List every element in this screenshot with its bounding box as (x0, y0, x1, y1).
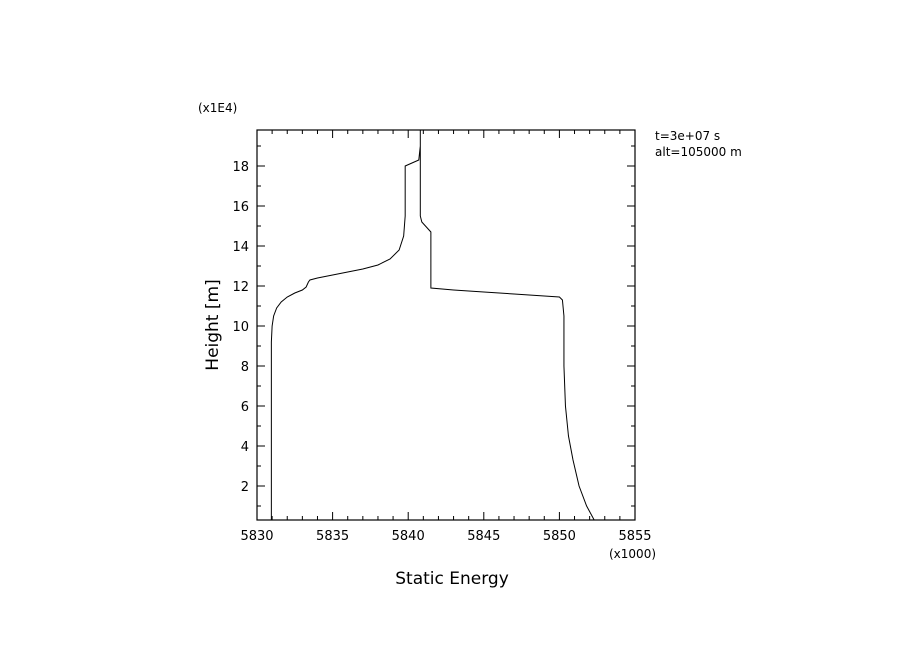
x-tick-label: 5835 (316, 529, 349, 544)
y-tick-label: 8 (241, 360, 249, 375)
y-tick-label: 12 (232, 280, 249, 295)
y-multiplier-label: (x1E4) (198, 101, 237, 115)
x-tick-label: 5845 (467, 529, 500, 544)
annotation-altitude: alt=105000 m (655, 145, 742, 159)
x-axis-title: Static Energy (395, 569, 509, 589)
tick-group (256, 130, 636, 520)
x-tick-label: 5855 (618, 529, 651, 544)
y-tick-label: 10 (232, 320, 249, 335)
y-axis-title: Height [m] (203, 279, 223, 370)
x-multiplier-label: (x1000) (609, 547, 656, 561)
series-line (270, 130, 595, 521)
tick-label-group: 5830 5835 5840 5845 5850 5855 2 4 6 8 10 12 14 16 18 (232, 160, 651, 544)
annotation-time: t=3e+07 s (655, 129, 720, 143)
x-tick-label: 5850 (543, 529, 576, 544)
plot-frame (256, 129, 636, 521)
y-tick-label: 16 (232, 200, 249, 215)
y-tick-label: 18 (232, 160, 249, 175)
y-tick-label: 6 (241, 400, 249, 415)
x-tick-label: 5830 (240, 529, 273, 544)
y-tick-label: 14 (232, 240, 249, 255)
y-tick-label: 4 (241, 440, 249, 455)
y-tick-label: 2 (241, 480, 249, 495)
x-tick-label: 5840 (392, 529, 425, 544)
